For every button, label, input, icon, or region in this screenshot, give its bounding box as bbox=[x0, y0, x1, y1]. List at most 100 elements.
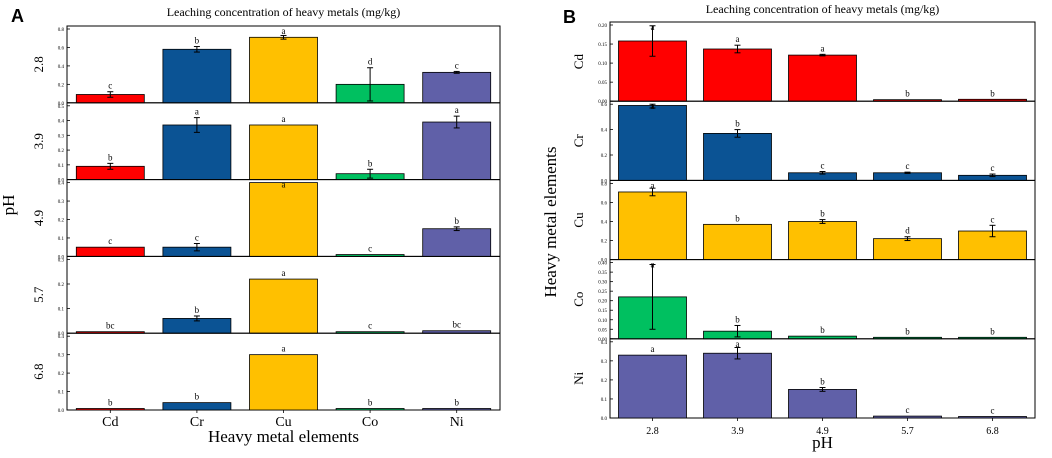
series-name: Ni bbox=[571, 372, 586, 385]
y-tick-label: 0.2 bbox=[58, 283, 65, 288]
bar-2.8 bbox=[618, 191, 687, 261]
y-tick-label: 0.4 bbox=[601, 221, 608, 226]
bar-2.8 bbox=[618, 105, 687, 181]
y-tick-label: 0.5 bbox=[58, 105, 65, 110]
significance-letter: c bbox=[991, 406, 995, 416]
y-tick-label: 0.8 bbox=[58, 28, 65, 33]
x-tick-label: 6.8 bbox=[986, 426, 999, 437]
y-axis-label: pH bbox=[0, 195, 18, 216]
significance-letter: a bbox=[651, 101, 655, 111]
bar-4.9 bbox=[788, 54, 857, 102]
series-name: Co bbox=[571, 292, 586, 307]
y-tick-label: 0.1 bbox=[601, 398, 608, 403]
significance-letter: b bbox=[905, 89, 910, 99]
significance-letter: a bbox=[736, 34, 740, 44]
significance-letter: b bbox=[905, 326, 910, 336]
significance-letter: bc bbox=[106, 321, 115, 331]
x-tick-label: Cr bbox=[190, 415, 204, 430]
y-tick-label: 0.6 bbox=[601, 201, 608, 206]
y-tick-label: 0.4 bbox=[601, 129, 608, 134]
y-tick-label: 0.1 bbox=[58, 164, 65, 169]
bar-Cu bbox=[249, 36, 318, 104]
y-tick-label: 0.0 bbox=[58, 255, 65, 260]
x-tick-label: 5.7 bbox=[901, 426, 914, 437]
significance-letter: c bbox=[906, 161, 910, 171]
bar-Co bbox=[335, 408, 405, 411]
significance-letter: c bbox=[195, 232, 199, 242]
bar-5.7 bbox=[873, 172, 942, 181]
significance-letter: c bbox=[368, 321, 372, 331]
bar-Cu bbox=[249, 124, 318, 180]
bar-Cu bbox=[249, 182, 318, 257]
y-tick-label: 0.35 bbox=[598, 271, 607, 276]
significance-letter: a bbox=[651, 260, 655, 270]
y-tick-label: 0.3 bbox=[58, 134, 65, 139]
chart-title: Leaching concentration of heavy metals (… bbox=[706, 2, 940, 16]
subplot-6.8: 6.8 0.0 0.1 0.2 0.3 0.4 b b a b b bbox=[31, 332, 501, 414]
y-tick-label: 0.0 bbox=[58, 179, 65, 184]
significance-letter: b bbox=[108, 398, 113, 408]
y-tick-label: 0.0 bbox=[601, 259, 608, 264]
significance-letter: a bbox=[282, 268, 286, 278]
series-name: 3.9 bbox=[31, 133, 46, 149]
significance-letter: c bbox=[821, 161, 825, 171]
y-tick-label: 0.0 bbox=[601, 417, 608, 422]
significance-letter: a bbox=[651, 22, 655, 32]
y-tick-label: 0.25 bbox=[598, 290, 607, 295]
y-tick-label: 0.2 bbox=[58, 372, 65, 377]
significance-letter: c bbox=[108, 81, 112, 91]
bar-Cr bbox=[162, 48, 232, 104]
bar-Ni bbox=[422, 121, 492, 181]
x-tick-label: 3.9 bbox=[731, 426, 744, 437]
y-tick-label: 0.4 bbox=[601, 341, 608, 346]
y-tick-label: 0.20 bbox=[598, 300, 607, 305]
series-name: 4.9 bbox=[31, 210, 46, 226]
bar-Cu bbox=[249, 278, 318, 334]
series-name: 6.8 bbox=[31, 363, 46, 379]
significance-letter: c bbox=[906, 405, 910, 415]
y-tick-label: 0.0 bbox=[601, 179, 608, 184]
y-tick-label: 0.2 bbox=[601, 379, 608, 384]
y-tick-label: 0.1 bbox=[58, 391, 65, 396]
bar-6.8 bbox=[958, 416, 1027, 419]
x-axis-label: pH bbox=[812, 433, 833, 452]
y-tick-label: 0.3 bbox=[58, 200, 65, 205]
y-axis-label: Heavy metal elements bbox=[541, 146, 560, 297]
y-tick-label: 0.40 bbox=[598, 262, 607, 267]
significance-letter: b bbox=[990, 88, 995, 98]
y-tick-label: 0.3 bbox=[58, 354, 65, 359]
bar-5.7 bbox=[873, 415, 942, 419]
bar-Cu bbox=[249, 354, 318, 411]
subplot-Ni: Ni 0.0 0.1 0.2 0.3 0.4 a a b c c bbox=[571, 338, 1036, 422]
y-tick-label: 0.2 bbox=[601, 154, 608, 159]
significance-letter: b bbox=[368, 398, 373, 408]
y-tick-label: 0.4 bbox=[58, 182, 65, 187]
x-tick-label: Ni bbox=[450, 415, 464, 430]
subplot-Cd: Cd 0.00 0.05 0.10 0.15 0.20 a a a b b bbox=[571, 21, 1036, 105]
significance-letter: a bbox=[651, 344, 655, 354]
series-name: Cd bbox=[571, 54, 586, 70]
significance-letter: c bbox=[368, 244, 372, 254]
y-tick-label: 0.2 bbox=[58, 149, 65, 154]
significance-letter: c bbox=[455, 60, 459, 70]
x-tick-label: Cd bbox=[102, 415, 118, 430]
significance-letter: a bbox=[195, 107, 199, 117]
y-tick-label: 0.0 bbox=[58, 102, 65, 107]
bar-Cr bbox=[162, 402, 232, 411]
bar-3.9 bbox=[703, 48, 772, 102]
y-tick-label: 0.10 bbox=[598, 319, 607, 324]
significance-letter: a bbox=[651, 180, 655, 190]
subplot-Co: Co 0.00 0.05 0.10 0.15 0.20 0.25 0.30 0.35 0.40 a b… bbox=[571, 259, 1036, 343]
panel-B: B Leaching concentration of heavy metals … bbox=[541, 2, 1036, 452]
bar-Ni bbox=[422, 71, 492, 104]
bar-Ni bbox=[422, 408, 492, 411]
significance-letter: b bbox=[368, 158, 373, 168]
y-tick-label: 0.20 bbox=[598, 24, 607, 29]
subplot-2.8: 2.8 0.0 0.2 0.4 0.6 0.8 c b a d c bbox=[31, 25, 501, 107]
y-tick-label: 0.2 bbox=[58, 219, 65, 224]
significance-letter: b bbox=[454, 216, 459, 226]
x-axis-label: Heavy metal elements bbox=[208, 427, 359, 446]
significance-letter: b bbox=[108, 152, 113, 162]
significance-letter: a bbox=[282, 180, 286, 190]
series-name: Cr bbox=[571, 134, 586, 148]
